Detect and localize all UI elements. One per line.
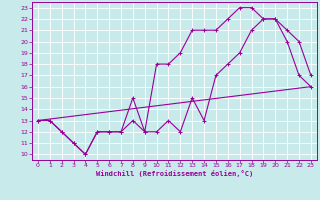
X-axis label: Windchill (Refroidissement éolien,°C): Windchill (Refroidissement éolien,°C) bbox=[96, 170, 253, 177]
